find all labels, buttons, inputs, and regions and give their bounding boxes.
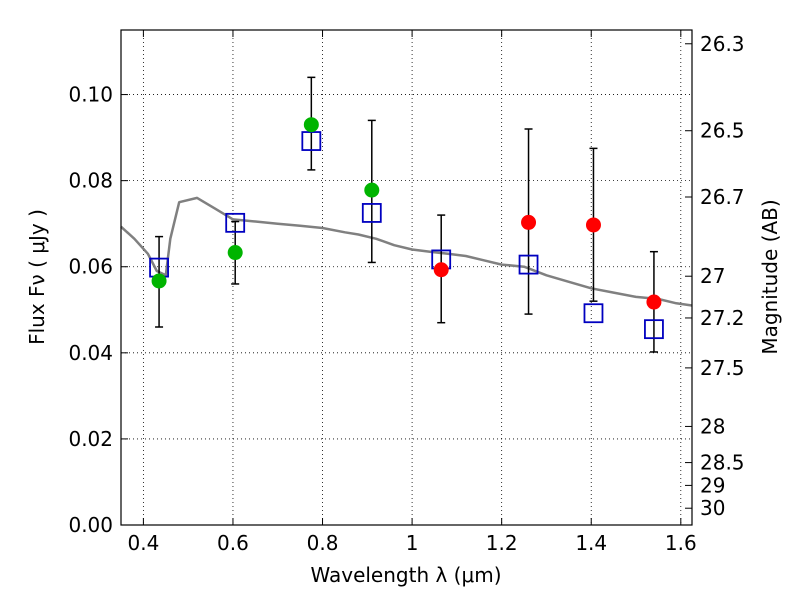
y-tick-label: 0.00 [68,513,113,537]
model-photometry-square [583,303,604,324]
model-spectrum [120,196,693,307]
x-tick-label: 0.4 [127,531,159,555]
x-tick-label: 0.8 [307,531,339,555]
x-tick-label: 0.6 [217,531,249,555]
x-tick-label: 1.6 [665,531,697,555]
y-axis-label: Flux Fν ( μJy ) [25,209,49,345]
y2-tick-label: 27.5 [700,356,745,380]
green-data-point [227,245,243,261]
x-tick-label: 1.4 [575,531,607,555]
x-tick-label: 1.2 [486,531,518,555]
x-tick-label: 1 [406,531,419,555]
y2-tick-label: 28.5 [700,451,745,475]
y2-tick-label: 26.5 [700,119,745,143]
y2-tick-label: 30 [700,496,725,520]
grid-lines [121,30,692,525]
y2-axis-label: Magnitude (AB) [758,199,782,354]
x-axis-label: Wavelength λ (μm) [310,563,501,587]
model-photometry-square [361,203,382,223]
model-photometry-square [518,254,539,275]
red-data-point [646,294,662,310]
model-photometry-square [644,319,664,340]
model-spectrum-line [120,196,693,307]
y-tick-label: 0.06 [68,255,113,279]
red-data-point [433,262,449,278]
y2-tick-label: 28 [700,414,725,438]
y2-tick-label: 27.2 [700,306,745,330]
y2-tick-label: 27 [700,264,725,288]
data-markers [149,117,664,340]
y2-tick-label: 26.7 [700,185,745,209]
green-data-point [364,182,380,198]
plot-frame [120,29,693,526]
red-data-point [521,214,537,230]
y2-tick-label: 26.3 [700,32,745,56]
y-tick-label: 0.10 [68,83,113,107]
green-data-point [303,117,319,133]
axis-ticks: 0.4 0.6 0.8 1 1.2 1.4 1.6 0.00 0.02 0.04 0.06 0.08 0… [68,30,745,555]
red-data-point [585,217,601,233]
green-data-point [151,273,167,289]
y-tick-label: 0.08 [68,169,113,193]
y2-tick-label: 29 [700,473,725,497]
model-photometry-square [225,212,246,233]
y-tick-label: 0.04 [68,341,113,365]
plot-background [121,30,692,525]
y-tick-label: 0.02 [68,427,113,451]
